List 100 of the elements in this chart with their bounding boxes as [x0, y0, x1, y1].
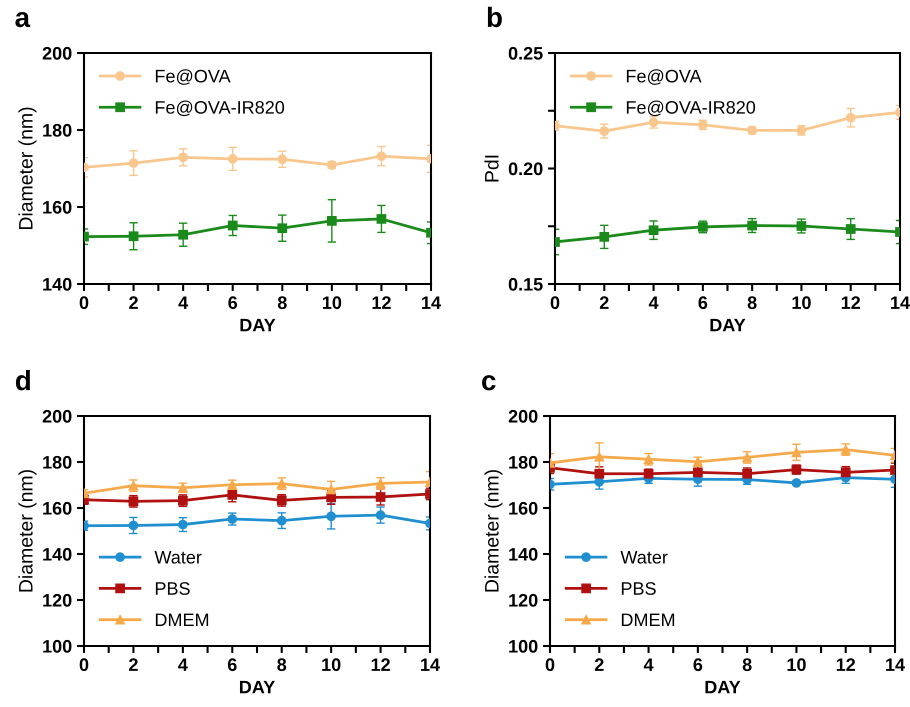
y-tick-label: 0.15 [508, 278, 543, 291]
y-tick-label: 0.20 [508, 162, 542, 176]
point [326, 511, 336, 522]
x-tick-label: 2 [594, 658, 604, 671]
y-tick-label: 100 [509, 640, 538, 653]
point [599, 232, 610, 242]
x-tick-label: 0 [550, 296, 560, 310]
y-axis-title: Diameter (nm) [484, 470, 503, 592]
x-tick-label: 2 [129, 296, 138, 309]
legend-label: PBS [156, 582, 190, 595]
y-axis-title: Diameter (nm) [18, 470, 37, 592]
y-tick-label: 200 [42, 410, 72, 423]
x-tick-label: 0 [80, 296, 88, 310]
point [792, 478, 802, 488]
x-tick-label: 2 [129, 658, 138, 671]
x-tick-label: 10 [322, 658, 340, 672]
x-tick-label: 14 [891, 296, 910, 309]
x-tick-label: 4 [178, 658, 188, 671]
x-tick-label: 12 [372, 296, 391, 309]
legend-label: Fe@OVA [626, 69, 702, 85]
point [376, 492, 386, 502]
y-tick-label: 180 [43, 456, 72, 469]
x-tick-label: 14 [422, 296, 441, 309]
x-tick-label: 2 [600, 296, 609, 309]
x-axis-title: DAY [240, 680, 275, 694]
chart-title: a [15, 12, 30, 28]
y-tick-label: 140 [43, 278, 72, 291]
point [128, 520, 138, 530]
point [796, 221, 806, 231]
y-tick-label: 200 [508, 410, 538, 423]
x-axis-title: DAY [240, 318, 276, 332]
x-axis-title: DAY [705, 680, 740, 694]
point [594, 452, 604, 462]
y-tick-label: 120 [43, 594, 72, 607]
x-tick-label: 6 [698, 296, 708, 310]
point [846, 112, 856, 123]
x-tick-label: 0 [546, 658, 554, 672]
y-tick-label: 140 [43, 548, 72, 561]
x-tick-label: 14 [421, 658, 440, 671]
y-tick-label: 120 [509, 594, 538, 607]
point [599, 126, 610, 136]
point [648, 225, 658, 236]
point [178, 520, 188, 530]
y-tick-label: 140 [509, 548, 538, 561]
y-tick-label: 160 [43, 200, 72, 214]
point [277, 154, 288, 164]
point [228, 154, 238, 164]
x-tick-label: 10 [322, 296, 342, 310]
y-axis-title: PdI [484, 156, 499, 182]
point [277, 223, 288, 234]
x-tick-label: 8 [748, 296, 757, 310]
y-tick-label: 100 [43, 640, 72, 653]
y-tick-label: 180 [43, 124, 72, 137]
point [228, 220, 238, 230]
y-tick-label: 200 [42, 46, 72, 60]
point [846, 224, 856, 234]
y-tick-label: 0.25 [508, 46, 543, 60]
legend-label: DMEM [622, 614, 674, 626]
x-tick-label: 12 [836, 658, 856, 671]
point [376, 214, 386, 224]
y-tick-label: 160 [509, 502, 538, 515]
x-tick-label: 4 [648, 296, 658, 309]
point [276, 516, 287, 526]
point [692, 467, 703, 478]
y-axis-title: Diameter (nm) [18, 108, 37, 230]
point [326, 484, 336, 494]
x-tick-label: 8 [278, 296, 287, 310]
x-tick-label: 8 [277, 658, 286, 672]
legend-label: Fe@OVA [156, 69, 231, 85]
legend-label: Water [154, 551, 202, 564]
x-tick-label: 4 [644, 658, 654, 671]
point [792, 447, 802, 458]
x-tick-label: 12 [372, 658, 390, 671]
x-tick-label: 0 [80, 658, 88, 672]
legend-label: DMEM [156, 614, 208, 626]
y-tick-label: 180 [509, 456, 538, 469]
chart-title: d [16, 370, 30, 390]
chart-title: c [482, 375, 496, 390]
point [376, 510, 386, 520]
x-tick-label: 6 [228, 658, 237, 672]
point [326, 492, 336, 502]
legend-label: Fe@OVA-IR820 [156, 100, 284, 116]
legend-label: Water [620, 551, 668, 564]
point [644, 468, 654, 479]
x-tick-label: 12 [842, 296, 860, 309]
point [128, 158, 138, 168]
legend-label: PBS [622, 582, 656, 595]
x-tick-label: 4 [178, 296, 188, 309]
x-tick-label: 6 [228, 296, 238, 310]
point [747, 220, 758, 230]
point [128, 231, 138, 242]
x-tick-label: 8 [742, 658, 752, 672]
point [376, 151, 386, 162]
point [594, 468, 604, 479]
point [227, 490, 238, 500]
x-tick-label: 10 [792, 296, 811, 310]
point [178, 230, 188, 240]
x-tick-label: 10 [788, 658, 806, 672]
x-axis-title: DAY [710, 318, 746, 332]
point [326, 216, 337, 226]
